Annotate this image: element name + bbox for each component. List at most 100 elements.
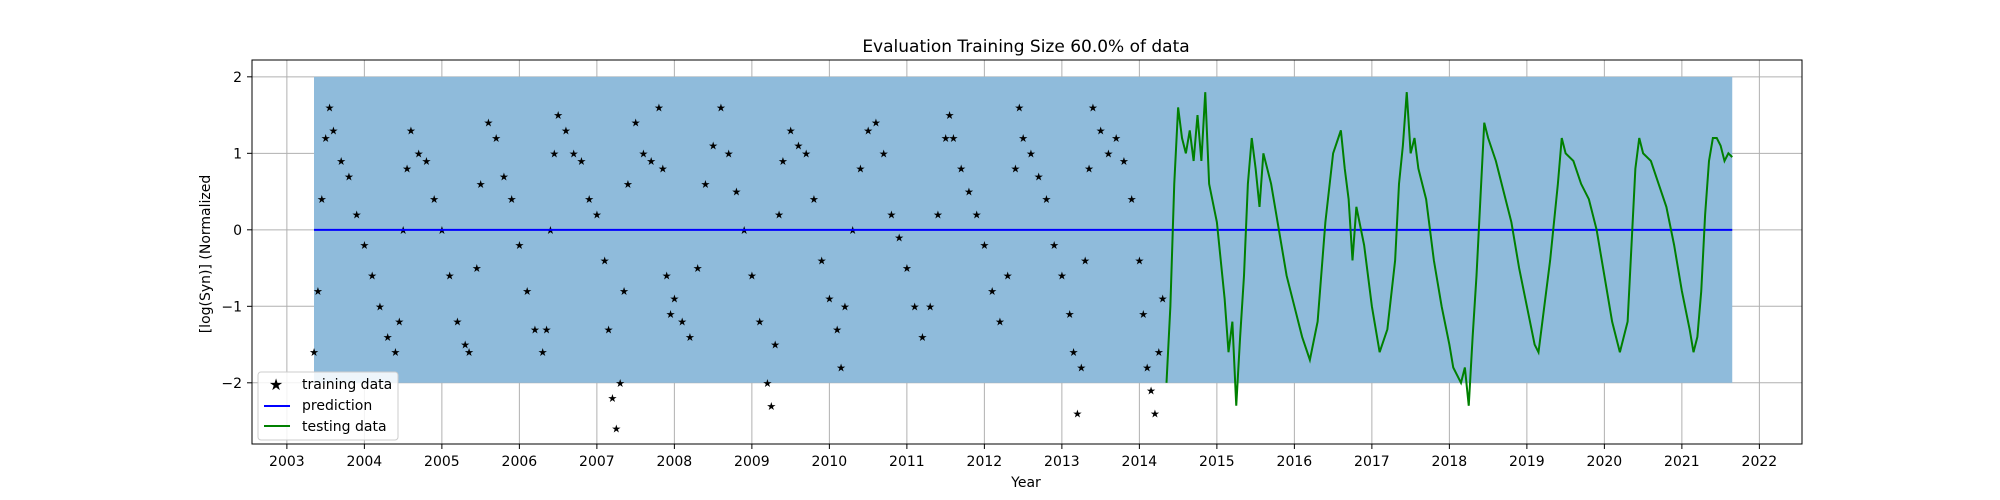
- training-point: ★: [445, 270, 455, 283]
- legend-label-training: training data: [302, 377, 392, 393]
- training-point: ★: [421, 155, 431, 168]
- training-point: ★: [1076, 362, 1086, 375]
- training-point: ★: [669, 293, 679, 306]
- training-point: ★: [685, 331, 695, 344]
- training-point: ★: [840, 300, 850, 313]
- training-point: ★: [933, 209, 943, 222]
- training-point: ★: [328, 124, 338, 137]
- training-point: ★: [855, 163, 865, 176]
- training-point: ★: [770, 339, 780, 352]
- training-point: ★: [716, 101, 726, 114]
- training-point: ★: [1049, 239, 1059, 252]
- training-point: ★: [654, 101, 664, 114]
- x-tick-label: 2004: [347, 454, 383, 470]
- training-point: ★: [1026, 147, 1036, 160]
- x-tick-label: 2015: [1199, 454, 1235, 470]
- x-tick-label: 2006: [502, 454, 538, 470]
- training-point: ★: [1134, 254, 1144, 267]
- training-point: ★: [755, 316, 765, 329]
- training-point: ★: [731, 186, 741, 199]
- x-tick-label: 2012: [967, 454, 1003, 470]
- training-point: ★: [476, 178, 486, 191]
- training-point: ★: [611, 423, 621, 436]
- training-point: ★: [1103, 147, 1113, 160]
- training-point: ★: [607, 392, 617, 405]
- training-point: ★: [1127, 193, 1137, 206]
- x-tick-label: 2010: [812, 454, 848, 470]
- training-point: ★: [499, 170, 509, 183]
- training-point: ★: [941, 132, 951, 145]
- training-point: ★: [336, 155, 346, 168]
- training-point: ★: [646, 155, 656, 168]
- training-point: ★: [600, 254, 610, 267]
- training-point: ★: [774, 209, 784, 222]
- x-tick-label: 2016: [1277, 454, 1313, 470]
- x-tick-label: 2022: [1742, 454, 1778, 470]
- training-point: ★: [886, 209, 896, 222]
- training-point: ★: [452, 316, 462, 329]
- training-point: ★: [945, 109, 955, 122]
- legend-box: [257, 371, 399, 441]
- training-point: ★: [1096, 124, 1106, 137]
- training-point: ★: [1014, 101, 1024, 114]
- y-tick-label: −2: [221, 376, 242, 392]
- training-point: ★: [1146, 384, 1156, 397]
- x-tick-label: 2017: [1354, 454, 1390, 470]
- training-point: ★: [542, 323, 552, 336]
- training-point: ★: [576, 155, 586, 168]
- training-point: ★: [344, 170, 354, 183]
- training-point: ★: [1018, 132, 1028, 145]
- training-point: ★: [561, 124, 571, 137]
- training-point: ★: [569, 147, 579, 160]
- training-point: ★: [863, 124, 873, 137]
- y-axis-label: [log(Syn)] (Normalized: [198, 175, 214, 334]
- training-point: ★: [309, 346, 319, 359]
- training-point: ★: [429, 193, 439, 206]
- training-point: ★: [553, 109, 563, 122]
- training-point: ★: [910, 300, 920, 313]
- x-tick-label: 2008: [657, 454, 693, 470]
- training-point: ★: [662, 270, 672, 283]
- training-point: ★: [786, 124, 796, 137]
- training-point: ★: [1088, 101, 1098, 114]
- training-point: ★: [917, 331, 927, 344]
- x-tick-label: 2020: [1587, 454, 1623, 470]
- x-tick-label: 2005: [424, 454, 460, 470]
- training-point: ★: [902, 262, 912, 275]
- training-point: ★: [317, 193, 327, 206]
- training-point: ★: [708, 140, 718, 153]
- training-point: ★: [406, 124, 416, 137]
- training-point: ★: [987, 285, 997, 298]
- training-point: ★: [619, 285, 629, 298]
- training-point: ★: [507, 193, 517, 206]
- training-point: ★: [972, 209, 982, 222]
- training-point: ★: [824, 293, 834, 306]
- training-point: ★: [530, 323, 540, 336]
- series-layer: ★ ★ ★ ★ ★ ★ ★ ★ ★ ★ ★ ★ ★ ★ ★ ★ ★ ★ ★ ★ ★ ★ ★ ★ ★ ★ ★ ★ ★ ★ ★ ★ ★ ★ ★ ★ ★ ★ ★ ★…: [309, 92, 1733, 436]
- legend-label-testing: testing data: [302, 419, 387, 435]
- training-point: ★: [1084, 163, 1094, 176]
- training-point: ★: [832, 323, 842, 336]
- training-point: ★: [375, 300, 385, 313]
- training-point: ★: [693, 262, 703, 275]
- x-tick-label: 2013: [1044, 454, 1080, 470]
- x-axis-label: Year: [1010, 475, 1041, 491]
- training-point: ★: [615, 377, 625, 390]
- training-point: ★: [394, 316, 404, 329]
- training-point: ★: [1119, 155, 1129, 168]
- training-point: ★: [1069, 346, 1079, 359]
- training-point: ★: [352, 209, 362, 222]
- training-point: ★: [836, 362, 846, 375]
- training-point: ★: [1150, 407, 1160, 420]
- training-point: ★: [1003, 270, 1013, 283]
- training-point: ★: [549, 147, 559, 160]
- training-point: ★: [658, 163, 668, 176]
- training-point: ★: [1065, 308, 1075, 321]
- testing-line: [1165, 92, 1733, 406]
- legend: ★ training data prediction testing data: [257, 371, 399, 441]
- x-tick-label: 2007: [579, 454, 615, 470]
- training-point: ★: [956, 163, 966, 176]
- training-point: ★: [522, 285, 532, 298]
- training-point: ★: [460, 339, 470, 352]
